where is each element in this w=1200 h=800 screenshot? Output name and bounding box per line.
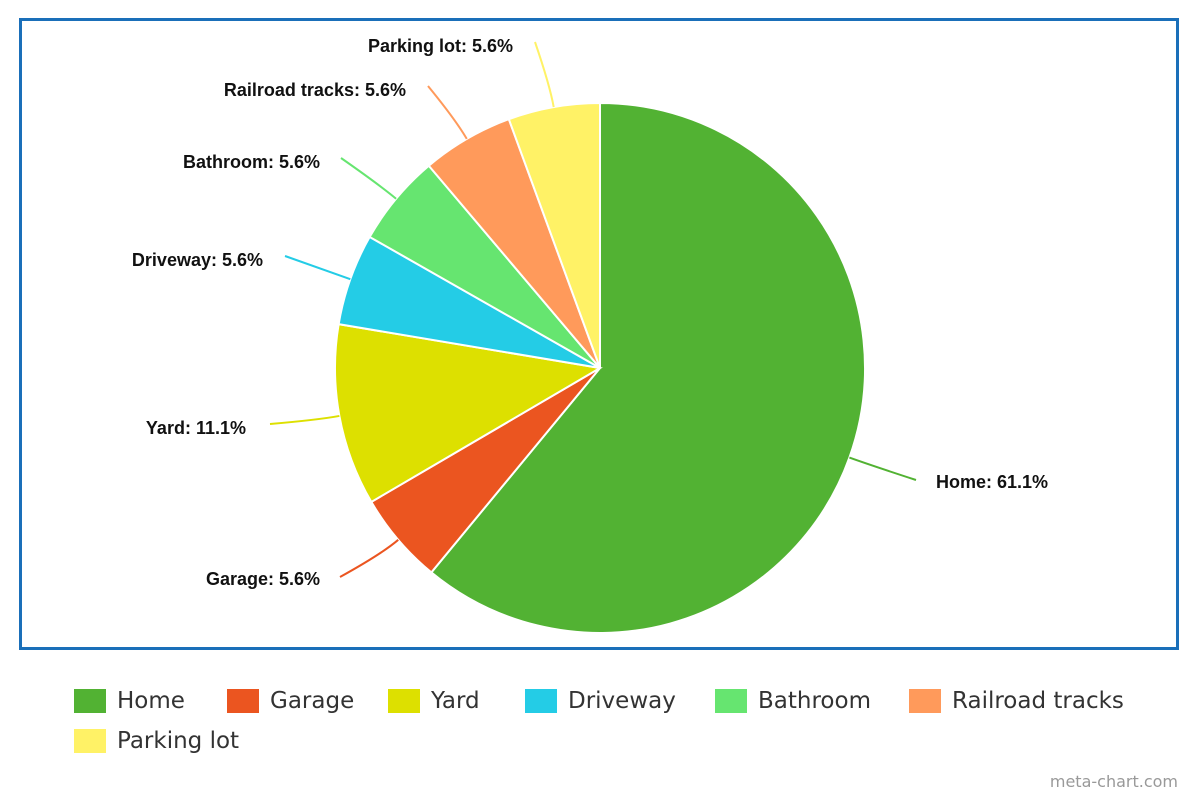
legend-item-garage[interactable]: Garage	[227, 688, 354, 714]
data-label-garage: Garage: 5.6%	[206, 569, 320, 589]
legend-label: Garage	[270, 688, 355, 714]
legend-label: Driveway	[568, 688, 676, 714]
legend-label: Yard	[431, 688, 480, 714]
legend-item-parking-lot[interactable]: Parking lot	[74, 728, 239, 754]
legend-swatch	[909, 689, 941, 713]
data-label-driveway: Driveway: 5.6%	[132, 250, 263, 270]
connector-line-yard	[269, 414, 340, 425]
legend-item-bathroom[interactable]: Bathroom	[715, 688, 871, 714]
legend-swatch	[388, 689, 420, 713]
legend-item-driveway[interactable]: Driveway	[525, 688, 676, 714]
connector-line-garage	[339, 539, 399, 578]
legend-label: Bathroom	[758, 688, 871, 714]
pie-slice-home[interactable]	[429, 101, 866, 634]
legend-item-yard[interactable]: Yard	[388, 688, 480, 714]
data-label-yard: Yard: 11.1%	[146, 418, 246, 438]
connector-line-parking-lot	[534, 41, 555, 108]
connector-line-railroad-tracks	[427, 85, 468, 140]
legend-item-railroad-tracks[interactable]: Railroad tracks	[909, 688, 1124, 714]
legend-swatch	[74, 689, 106, 713]
pie-slice-parking-lot[interactable]	[507, 101, 601, 369]
legend-swatch	[525, 689, 557, 713]
connector-line-home	[849, 456, 917, 481]
legend-label: Parking lot	[117, 728, 240, 754]
legend-swatch	[227, 689, 259, 713]
data-label-home: Home: 61.1%	[936, 472, 1048, 492]
connector-line-driveway	[284, 255, 351, 281]
legend-label: Railroad tracks	[952, 688, 1124, 714]
legend-swatch	[715, 689, 747, 713]
legend-label: Home	[117, 688, 185, 714]
connector-line-bathroom	[340, 157, 397, 200]
pie-slice-yard[interactable]	[334, 323, 603, 504]
data-label-bathroom: Bathroom: 5.6%	[183, 152, 320, 172]
legend-item-home[interactable]: Home	[74, 688, 185, 714]
legend-swatch	[74, 729, 106, 753]
data-label-railroad-tracks: Railroad tracks: 5.6%	[224, 80, 406, 100]
data-label-parking-lot: Parking lot: 5.6%	[368, 36, 513, 56]
credit-text: meta-chart.com	[1049, 772, 1178, 791]
